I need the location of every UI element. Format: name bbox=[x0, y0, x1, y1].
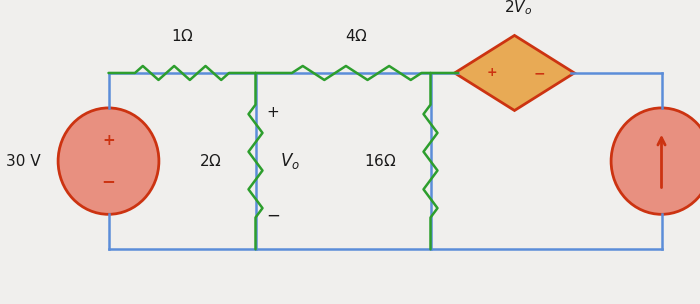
Text: 1$\Omega$: 1$\Omega$ bbox=[171, 29, 193, 44]
Polygon shape bbox=[455, 36, 574, 111]
Text: +: + bbox=[486, 67, 497, 79]
Ellipse shape bbox=[58, 108, 159, 214]
Text: 4$\Omega$: 4$\Omega$ bbox=[345, 29, 368, 44]
Text: −: − bbox=[534, 66, 545, 80]
Text: −: − bbox=[266, 207, 280, 225]
Ellipse shape bbox=[611, 108, 700, 214]
Text: 16$\Omega$: 16$\Omega$ bbox=[365, 153, 397, 169]
Text: +: + bbox=[267, 105, 279, 120]
Text: −: − bbox=[102, 172, 116, 190]
Text: $V_o$: $V_o$ bbox=[280, 151, 300, 171]
Text: +: + bbox=[102, 133, 115, 148]
Text: 30 V: 30 V bbox=[6, 154, 41, 169]
Text: 2$\Omega$: 2$\Omega$ bbox=[199, 153, 222, 169]
Text: $2V_o$: $2V_o$ bbox=[504, 0, 532, 17]
